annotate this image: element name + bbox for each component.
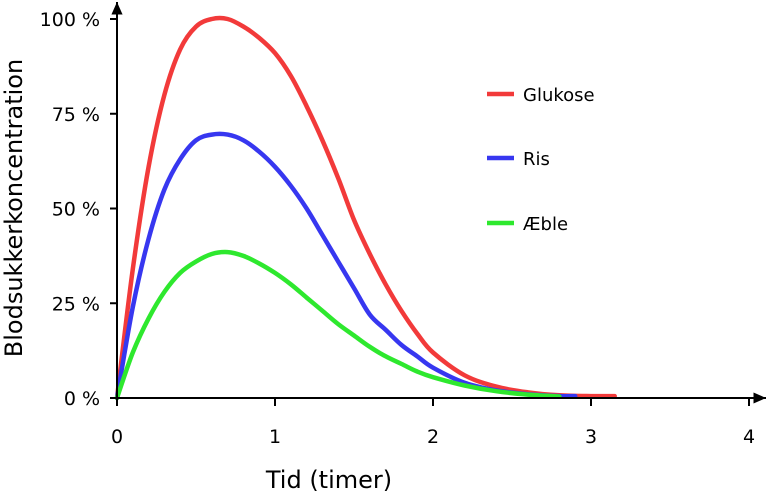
x-tick-label: 4 xyxy=(743,426,755,448)
series-line-ris xyxy=(114,131,578,401)
x-ticks: 0 1 2 3 4 xyxy=(111,398,755,448)
series-line-glukose xyxy=(114,15,617,401)
x-tick-label: 1 xyxy=(269,426,281,448)
y-tick-label: 25 % xyxy=(52,293,100,315)
legend-label: Glukose xyxy=(523,85,595,106)
x-tick-label: 3 xyxy=(585,426,597,448)
x-tick-label: 2 xyxy=(427,426,439,448)
legend-label: Ris xyxy=(523,149,550,170)
legend-label: Æble xyxy=(523,214,568,235)
y-ticks: 0 % 25 % 50 % 75 % 100 % xyxy=(40,9,117,410)
series-line-æble xyxy=(114,249,562,401)
y-tick-label: 0 % xyxy=(64,388,100,410)
y-axis-title: Blodsukkerkoncentration xyxy=(0,59,28,357)
y-tick-label: 100 % xyxy=(40,9,100,31)
y-tick-label: 75 % xyxy=(52,104,100,126)
x-axis-title: Tid (timer) xyxy=(265,466,392,494)
x-tick-label: 0 xyxy=(111,426,123,448)
legend: Glukose Ris Æble xyxy=(487,85,595,235)
y-tick-label: 50 % xyxy=(52,199,100,221)
series-layer xyxy=(114,15,617,401)
